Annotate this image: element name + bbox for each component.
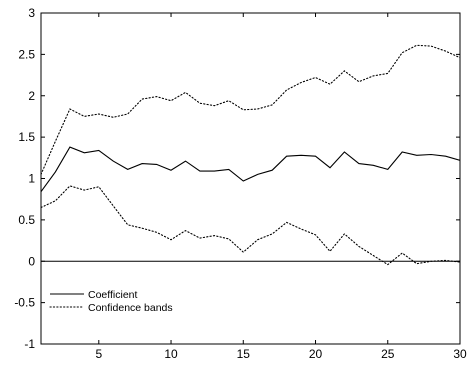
y-tick-label: -1 — [24, 337, 35, 351]
y-tick-label: 1 — [28, 172, 35, 186]
x-tick-label: 20 — [309, 347, 323, 361]
legend-label: Confidence bands — [88, 302, 173, 314]
x-tick-label: 25 — [381, 347, 395, 361]
y-tick-label: 2.5 — [18, 47, 35, 61]
y-tick-label: 3 — [28, 6, 35, 20]
ticks-layer: -1 -0.5 0 0.5 1 1.5 2 2.5 3 5 10 15 20 25 30 — [14, 6, 467, 361]
legend-label: Coefficient — [88, 289, 138, 301]
x-tick-label: 10 — [164, 347, 178, 361]
series-layer — [41, 44, 460, 266]
y-tick-label: 1.5 — [18, 130, 35, 144]
y-tick-label: 0 — [28, 254, 35, 268]
lower-confidence-band-line — [41, 185, 460, 266]
x-tick-label: 15 — [237, 347, 251, 361]
x-tick-label: 30 — [453, 347, 467, 361]
x-tick-label: 5 — [95, 347, 102, 361]
y-tick-label: 2 — [28, 89, 35, 103]
upper-confidence-band-line — [41, 44, 460, 175]
coefficient-line — [41, 146, 460, 193]
y-tick-label: 0.5 — [18, 213, 35, 227]
y-tick-label: -0.5 — [14, 296, 35, 310]
